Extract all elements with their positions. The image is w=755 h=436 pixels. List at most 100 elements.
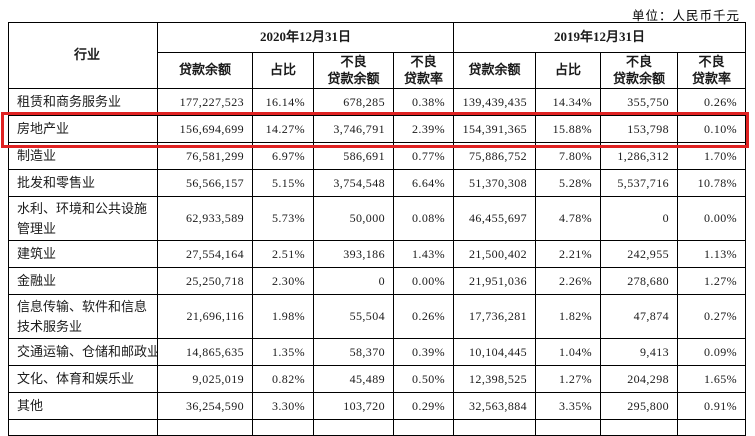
cell-loan-2019: 46,455,697 xyxy=(453,196,537,241)
cell-loan-2019: 17,736,281 xyxy=(453,294,537,339)
cell-nplpct-2019: 10.78% xyxy=(677,169,747,197)
clipped-cell xyxy=(535,419,602,436)
period-header-2019: 2019年12月31日 xyxy=(453,22,747,53)
industry-cell: 制造业 xyxy=(8,142,158,170)
cell-npl-2020: 50,000 xyxy=(313,196,394,241)
npl-ratio-header-2020-line1: 不良 xyxy=(410,54,437,70)
clipped-cell xyxy=(313,419,394,436)
cell-loan-2019: 12,398,525 xyxy=(453,365,537,393)
cell-npl-2019: 0 xyxy=(600,196,679,241)
table-row-highlighted: 房地产业 156,694,699 14.27% 3,746,791 2.39% 154,3… xyxy=(8,115,747,143)
table-row: 其他 36,254,590 3.30% 103,720 0.29% 32,563,884 3… xyxy=(8,392,747,420)
clipped-cell xyxy=(157,419,253,436)
cell-pct-2019: 7.80% xyxy=(535,142,602,170)
table-row: 文化、体育和娱乐业 9,025,019 0.82% 45,489 0.50% 12,398… xyxy=(8,365,747,393)
cell-loan-2019: 10,104,445 xyxy=(453,338,537,366)
cell-npl-2020: 3,746,791 xyxy=(313,115,394,143)
cell-npl-2019: 278,680 xyxy=(600,267,679,295)
table-row: 批发和零售业 56,566,157 5.15% 3,754,548 6.64% 51,37… xyxy=(8,169,747,197)
cell-pct-2019: 1.04% xyxy=(535,338,602,366)
cell-pct-2020: 3.30% xyxy=(252,392,314,420)
cell-nplpct-2020: 0.08% xyxy=(392,196,455,241)
cell-nplpct-2019: 0.10% xyxy=(677,115,747,143)
cell-npl-2020: 586,691 xyxy=(313,142,394,170)
cell-nplpct-2020: 0.39% xyxy=(392,338,455,366)
cell-loan-2019: 75,886,752 xyxy=(453,142,537,170)
cell-loan-2019: 139,439,435 xyxy=(453,88,537,116)
industry-cell: 金融业 xyxy=(8,267,158,295)
cell-pct-2020: 1.35% xyxy=(252,338,314,366)
cell-loan-2019: 51,370,308 xyxy=(453,169,537,197)
cell-loan-2019: 32,563,884 xyxy=(453,392,537,420)
cell-nplpct-2020: 0.00% xyxy=(392,267,455,295)
cell-nplpct-2019: 0.91% xyxy=(677,392,747,420)
table-body: 租赁和商务服务业 177,227,523 16.14% 678,285 0.38% 139… xyxy=(8,88,747,436)
cell-nplpct-2020: 0.29% xyxy=(392,392,455,420)
npl-ratio-header-2019: 不良 贷款率 xyxy=(677,52,747,89)
cell-pct-2020: 14.27% xyxy=(252,115,314,143)
cell-npl-2019: 204,298 xyxy=(600,365,679,393)
table-row: 交通运输、仓储和邮政业 14,865,635 1.35% 58,370 0.39% 10,… xyxy=(8,338,747,366)
cell-npl-2019: 1,286,312 xyxy=(600,142,679,170)
cell-loan-2020: 9,025,019 xyxy=(157,365,253,393)
npl-ratio-header-2020: 不良 贷款率 xyxy=(392,52,455,89)
cell-pct-2019: 1.82% xyxy=(535,294,602,339)
table-row: 租赁和商务服务业 177,227,523 16.14% 678,285 0.38% 139… xyxy=(8,88,747,116)
cell-nplpct-2019: 1.65% xyxy=(677,365,747,393)
clipped-cell xyxy=(252,419,314,436)
table-row: 建筑业 27,554,164 2.51% 393,186 1.43% 21,500,402… xyxy=(8,240,747,268)
clipped-cell xyxy=(453,419,537,436)
cell-npl-2020: 678,285 xyxy=(313,88,394,116)
proportion-header-2020: 占比 xyxy=(252,52,314,89)
cell-npl-2020: 0 xyxy=(313,267,394,295)
cell-nplpct-2019: 0.27% xyxy=(677,294,747,339)
cell-loan-2020: 177,227,523 xyxy=(157,88,253,116)
cell-npl-2019: 242,955 xyxy=(600,240,679,268)
cell-loan-2020: 25,250,718 xyxy=(157,267,253,295)
industry-cell: 信息传输、软件和信息技术服务业 xyxy=(8,294,158,339)
npl-balance-header-2019: 不良 贷款余额 xyxy=(600,52,679,89)
cell-loan-2020: 21,696,116 xyxy=(157,294,253,339)
npl-balance-header-2020-line1: 不良 xyxy=(340,54,367,70)
npl-ratio-header-2020-line2: 贷款率 xyxy=(404,70,444,86)
cell-npl-2020: 393,186 xyxy=(313,240,394,268)
cell-pct-2020: 16.14% xyxy=(252,88,314,116)
industry-cell: 批发和零售业 xyxy=(8,169,158,197)
cell-pct-2020: 5.73% xyxy=(252,196,314,241)
cell-npl-2019: 9,413 xyxy=(600,338,679,366)
npl-balance-header-2020-line2: 贷款余额 xyxy=(327,70,380,86)
clipped-cell xyxy=(677,419,747,436)
cell-npl-2019: 153,798 xyxy=(600,115,679,143)
industry-cell: 交通运输、仓储和邮政业 xyxy=(8,338,158,366)
cell-pct-2019: 2.26% xyxy=(535,267,602,295)
cell-pct-2020: 0.82% xyxy=(252,365,314,393)
cell-pct-2020: 5.15% xyxy=(252,169,314,197)
unit-label: 单位：人民币千元 xyxy=(631,9,740,23)
cell-npl-2019: 5,537,716 xyxy=(600,169,679,197)
cell-npl-2019: 295,800 xyxy=(600,392,679,420)
loan-balance-header-2020: 贷款余额 xyxy=(157,52,253,89)
cell-loan-2019: 154,391,365 xyxy=(453,115,537,143)
clipped-cell xyxy=(8,419,158,436)
cell-pct-2019: 14.34% xyxy=(535,88,602,116)
cell-loan-2020: 14,865,635 xyxy=(157,338,253,366)
loan-balance-header-2019: 贷款余额 xyxy=(453,52,537,89)
cell-pct-2019: 5.28% xyxy=(535,169,602,197)
cell-loan-2020: 76,581,299 xyxy=(157,142,253,170)
cell-loan-2019: 21,500,402 xyxy=(453,240,537,268)
cell-pct-2020: 2.30% xyxy=(252,267,314,295)
cell-pct-2020: 2.51% xyxy=(252,240,314,268)
cell-nplpct-2020: 0.38% xyxy=(392,88,455,116)
cell-nplpct-2020: 0.50% xyxy=(392,365,455,393)
industry-cell: 水利、环境和公共设施管理业 xyxy=(8,196,158,241)
cell-nplpct-2020: 1.43% xyxy=(392,240,455,268)
cell-nplpct-2019: 1.13% xyxy=(677,240,747,268)
period-header-2020: 2020年12月31日 xyxy=(156,22,455,53)
cell-pct-2019: 15.88% xyxy=(535,115,602,143)
cell-npl-2020: 103,720 xyxy=(313,392,394,420)
cell-npl-2020: 3,754,548 xyxy=(313,169,394,197)
cell-loan-2020: 62,933,589 xyxy=(157,196,253,241)
cell-pct-2020: 6.97% xyxy=(252,142,314,170)
cell-loan-2019: 21,951,036 xyxy=(453,267,537,295)
cell-pct-2019: 4.78% xyxy=(535,196,602,241)
